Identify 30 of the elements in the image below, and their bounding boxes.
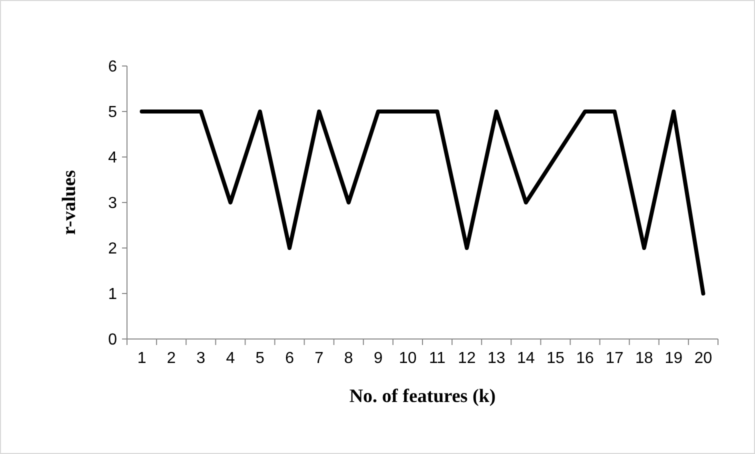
x-tick-label: 9 — [374, 350, 383, 367]
x-tick-label: 11 — [428, 350, 446, 367]
x-tick-label: 10 — [398, 350, 417, 367]
y-axis-title: r-values — [59, 170, 80, 235]
y-tick-label: 6 — [108, 58, 118, 76]
x-tick-label: 3 — [196, 350, 206, 367]
x-tick-label: 2 — [166, 350, 176, 367]
x-tick-label: 19 — [664, 350, 683, 367]
line-series — [140, 110, 706, 296]
x-tick-label: 4 — [226, 350, 235, 367]
x-tick-label: 15 — [546, 350, 564, 367]
x-tick-label: 18 — [635, 350, 654, 367]
y-tick-label: 1 — [108, 286, 118, 304]
y-tick-label: 0 — [108, 332, 118, 349]
x-tick-label: 17 — [606, 350, 624, 367]
x-tick-label: 13 — [487, 350, 506, 367]
x-tick-label: 12 — [458, 350, 476, 367]
x-tick-label: 20 — [694, 350, 712, 367]
x-tick-label: 6 — [285, 350, 294, 367]
x-tick-label: 14 — [517, 350, 535, 367]
x-tick-label: 1 — [137, 350, 146, 367]
x-tick-label: 7 — [314, 350, 324, 367]
x-tick-label: 16 — [576, 350, 594, 367]
y-tick-label: 4 — [108, 150, 118, 167]
y-tick-label: 5 — [108, 104, 118, 122]
y-tick-label: 3 — [108, 195, 118, 212]
x-tick-label: 8 — [344, 350, 354, 367]
y-tick-label: 2 — [108, 240, 118, 258]
x-axis-title: No. of features (k) — [349, 386, 496, 407]
x-tick-label: 5 — [256, 350, 265, 367]
